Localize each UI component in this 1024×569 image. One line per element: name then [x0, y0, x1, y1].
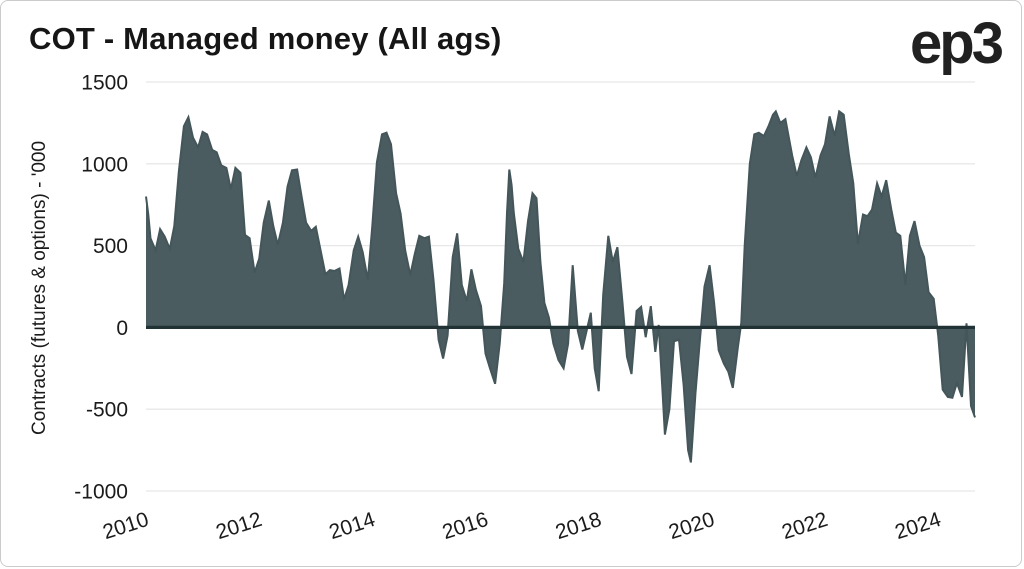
x-tick-label-2018: 2018: [553, 508, 605, 544]
y-axis-title: Contracts (futures & options) - '000: [29, 141, 50, 435]
y-tick-label-0: 0: [116, 317, 128, 340]
y-tick-label--1000: -1000: [74, 481, 128, 504]
y-tick-label-1500: 1500: [81, 72, 128, 95]
x-tick-label-2010: 2010: [100, 508, 152, 544]
y-tick-labels: 1500 1000 500 0 -500 -1000: [74, 72, 128, 504]
y-tick-label-500: 500: [93, 235, 128, 258]
x-tick-label-2022: 2022: [779, 508, 831, 544]
area-series-line: [145, 109, 976, 463]
ep3-logo: ep3: [910, 11, 1003, 76]
y-tick-label-1000: 1000: [81, 153, 128, 176]
chart-title: COT - Managed money (All ags): [29, 21, 502, 56]
y-tick-label--500: -500: [86, 399, 128, 422]
x-tick-label-2020: 2020: [666, 508, 718, 544]
area-series-fill: [146, 111, 975, 463]
x-tick-label-2024: 2024: [892, 508, 944, 544]
x-tick-label-2012: 2012: [213, 508, 265, 544]
x-tick-label-2014: 2014: [326, 508, 378, 544]
x-tick-label-2016: 2016: [440, 508, 492, 544]
x-tick-labels: 2010 2012 2014 2016 2018 2020 2022 2024: [100, 508, 944, 544]
